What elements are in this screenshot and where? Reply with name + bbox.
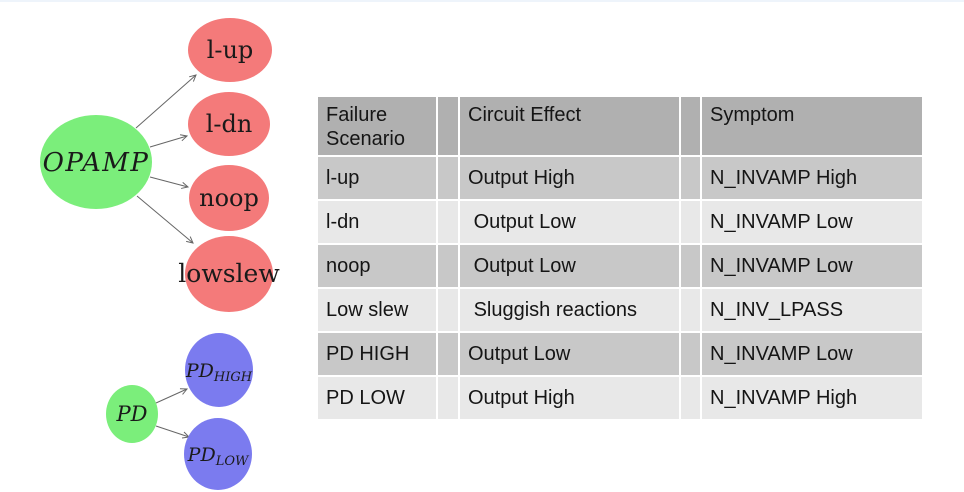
pd-high-node-label: PDHIGH [185, 360, 253, 385]
table-row: l-dn Output Low N_INVAMP Low [318, 201, 922, 243]
lowslew-node-label: lowslew [178, 259, 280, 288]
edge-opamp-lowslew [136, 195, 194, 244]
cell-spacer [438, 157, 458, 199]
noop-node: noop [189, 165, 269, 231]
opamp-tree-edges [135, 74, 197, 244]
cell-symptom: N_INVAMP Low [702, 333, 922, 375]
cell-scenario: PD HIGH [318, 333, 436, 375]
cell-spacer [438, 245, 458, 287]
table-row: Low slew Sluggish reactions N_INV_LPASS [318, 289, 922, 331]
cell-scenario: l-up [318, 157, 436, 199]
opamp-node: OPAMP [40, 115, 152, 209]
edge-opamp-noop [149, 176, 190, 189]
cell-spacer [681, 289, 700, 331]
edge-pd-pdlow [155, 425, 191, 439]
table-row: l-up Output High N_INVAMP High [318, 157, 922, 199]
cell-scenario: PD LOW [318, 377, 436, 419]
cell-effect: Output Low [460, 333, 679, 375]
pd-low-node: PDLOW [184, 418, 252, 490]
cell-symptom: N_INV_LPASS [702, 289, 922, 331]
pd-node-label: PD [116, 402, 148, 426]
cell-spacer [681, 201, 700, 243]
cell-spacer [438, 377, 458, 419]
top-edge-strip [0, 0, 964, 2]
cell-symptom: N_INVAMP High [702, 377, 922, 419]
cell-scenario: noop [318, 245, 436, 287]
lowslew-node: lowslew [178, 236, 280, 312]
cell-spacer [681, 377, 700, 419]
cell-spacer [438, 333, 458, 375]
header-symptom: Symptom [702, 97, 922, 155]
lup-node: l-up [188, 18, 272, 82]
cell-effect: Output Low [460, 201, 679, 243]
cell-spacer [681, 333, 700, 375]
table-header-row: Failure Scenario Circuit Effect Symptom [318, 97, 922, 155]
table-row: PD HIGH Output Low N_INVAMP Low [318, 333, 922, 375]
cell-spacer [681, 157, 700, 199]
cell-effect: Output Low [460, 245, 679, 287]
ldn-node: l-dn [188, 92, 270, 156]
cell-spacer [438, 201, 458, 243]
opamp-node-label: OPAMP [43, 148, 150, 178]
cell-symptom: N_INVAMP Low [702, 245, 922, 287]
edge-opamp-ldn [149, 134, 189, 148]
edge-opamp-lup [135, 74, 197, 129]
header-circuit-effect: Circuit Effect [460, 97, 679, 155]
header-spacer-1 [438, 97, 458, 155]
header-failure-scenario: Failure Scenario [318, 97, 436, 155]
cell-effect: Sluggish reactions [460, 289, 679, 331]
cell-symptom: N_INVAMP Low [702, 201, 922, 243]
cell-spacer [438, 289, 458, 331]
pd-tree-edges [155, 388, 191, 439]
cell-scenario: Low slew [318, 289, 436, 331]
lup-node-label: l-up [207, 36, 254, 64]
cell-effect: Output High [460, 377, 679, 419]
fault-tree-diagram: OPAMP l-up l-dn noop lowslew PD PDH [40, 18, 280, 490]
pd-node: PD [106, 385, 158, 443]
noop-node-label: noop [199, 184, 259, 212]
pd-low-node-label: PDLOW [187, 444, 250, 469]
cell-spacer [681, 245, 700, 287]
cell-scenario: l-dn [318, 201, 436, 243]
cell-symptom: N_INVAMP High [702, 157, 922, 199]
pd-high-node: PDHIGH [185, 333, 253, 407]
table-row: PD LOW Output High N_INVAMP High [318, 377, 922, 419]
cell-effect: Output High [460, 157, 679, 199]
header-spacer-2 [681, 97, 700, 155]
edge-pd-pdhigh [155, 388, 189, 404]
failure-scenario-table: Failure Scenario Circuit Effect Symptom … [316, 95, 924, 421]
ldn-node-label: l-dn [206, 110, 253, 138]
table-row: noop Output Low N_INVAMP Low [318, 245, 922, 287]
